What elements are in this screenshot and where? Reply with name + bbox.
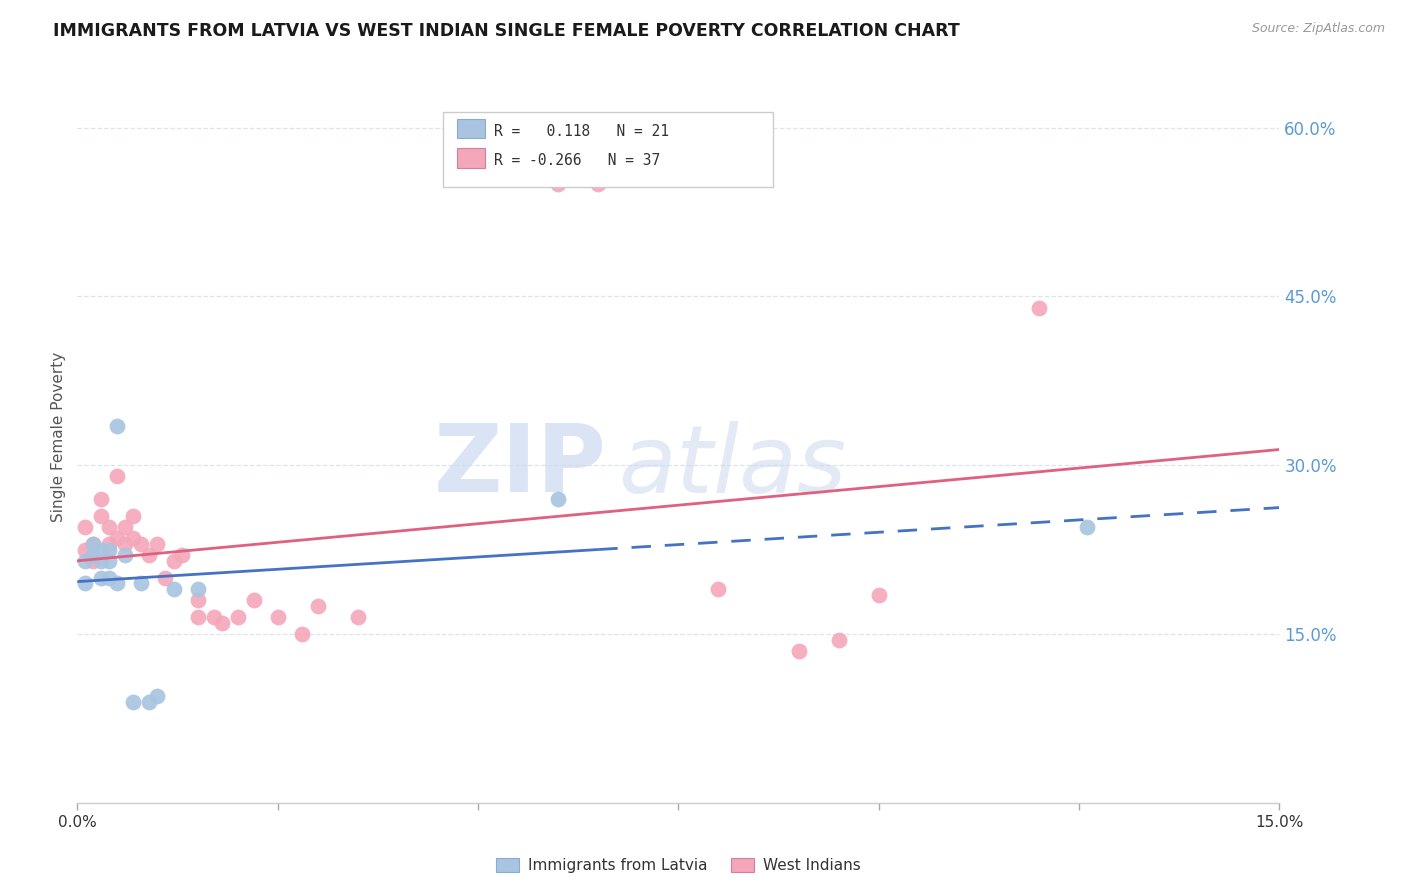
Point <box>107 469 129 483</box>
Point <box>90 554 112 568</box>
Point <box>267 610 290 624</box>
Point <box>82 537 104 551</box>
Point <box>75 520 97 534</box>
Point <box>155 571 177 585</box>
Point <box>187 582 209 596</box>
Point <box>307 599 329 613</box>
Point <box>131 576 153 591</box>
Point <box>122 508 145 523</box>
Point <box>98 537 121 551</box>
Point <box>588 177 610 191</box>
Point <box>107 576 129 591</box>
Point <box>170 548 193 562</box>
Point <box>202 610 225 624</box>
Text: atlas: atlas <box>619 421 846 512</box>
Point <box>82 548 104 562</box>
Point <box>75 554 97 568</box>
Point <box>122 694 145 708</box>
Y-axis label: Single Female Poverty: Single Female Poverty <box>51 352 66 522</box>
Text: R = -0.266   N = 37: R = -0.266 N = 37 <box>494 153 659 169</box>
Point <box>75 542 97 557</box>
Point <box>98 542 121 557</box>
Point <box>98 520 121 534</box>
Point <box>146 689 169 703</box>
Point <box>90 571 112 585</box>
Point <box>90 508 112 523</box>
Point <box>146 537 169 551</box>
Point <box>347 610 370 624</box>
Point <box>162 554 184 568</box>
Text: ZIP: ZIP <box>433 420 606 512</box>
Point <box>114 548 136 562</box>
Point <box>226 610 249 624</box>
Point <box>242 593 264 607</box>
Point <box>547 491 569 506</box>
Point <box>828 632 851 647</box>
Point <box>868 588 890 602</box>
Point <box>98 554 121 568</box>
Point <box>122 532 145 546</box>
Point <box>114 537 136 551</box>
Point <box>707 582 730 596</box>
Point <box>75 576 97 591</box>
Point <box>114 520 136 534</box>
Point <box>82 554 104 568</box>
Point <box>1076 520 1098 534</box>
Point <box>547 177 569 191</box>
Point <box>98 571 121 585</box>
Point <box>82 537 104 551</box>
Point <box>107 532 129 546</box>
Point <box>291 627 314 641</box>
Text: R =   0.118   N = 21: R = 0.118 N = 21 <box>494 124 668 139</box>
Point <box>211 615 233 630</box>
Point <box>1028 301 1050 315</box>
Point <box>787 644 810 658</box>
Text: IMMIGRANTS FROM LATVIA VS WEST INDIAN SINGLE FEMALE POVERTY CORRELATION CHART: IMMIGRANTS FROM LATVIA VS WEST INDIAN SI… <box>53 22 960 40</box>
Point <box>90 491 112 506</box>
Point <box>162 582 184 596</box>
Point <box>107 418 129 433</box>
Point <box>138 694 160 708</box>
Point <box>90 542 112 557</box>
Point <box>131 537 153 551</box>
Point <box>138 548 160 562</box>
Text: Source: ZipAtlas.com: Source: ZipAtlas.com <box>1251 22 1385 36</box>
Legend: Immigrants from Latvia, West Indians: Immigrants from Latvia, West Indians <box>491 852 866 880</box>
Point <box>187 610 209 624</box>
Point <box>187 593 209 607</box>
